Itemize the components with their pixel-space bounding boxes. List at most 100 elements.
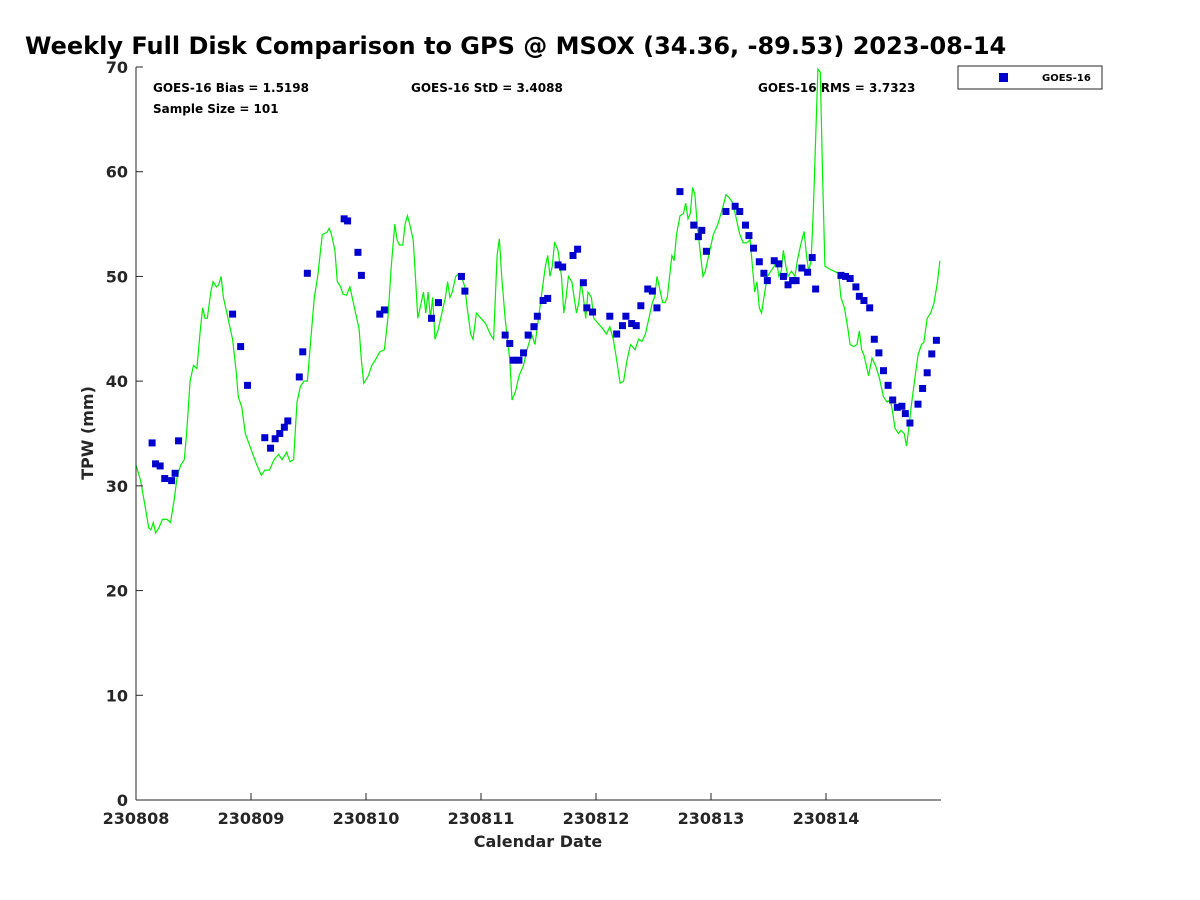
- x-axis-label: Calendar Date: [474, 832, 603, 851]
- goes16-data-point: [434, 299, 442, 307]
- goes16-data-point: [676, 188, 684, 196]
- chart-title: Weekly Full Disk Comparison to GPS @ MSO…: [25, 32, 1006, 60]
- goes16-data-point: [457, 272, 465, 280]
- goes16-data-point: [501, 331, 509, 339]
- goes16-data-point: [919, 384, 927, 392]
- goes16-data-point: [539, 297, 547, 305]
- goes16-data-point: [606, 312, 614, 320]
- goes16-data-point: [792, 277, 800, 285]
- goes16-data-point: [898, 402, 906, 410]
- x-ticks: 230808 230809 230810 230811 230812 230813 2308…: [103, 793, 860, 828]
- x-tick-label: 230811: [448, 809, 515, 828]
- goes16-data-point: [168, 477, 176, 485]
- goes16-data-point: [569, 251, 577, 259]
- legend-box: [957, 65, 1103, 90]
- goes16-data-point: [870, 335, 878, 343]
- y-tick-label: 40: [106, 372, 128, 391]
- goes16-data-point: [923, 369, 931, 377]
- goes16-data-point: [579, 279, 587, 287]
- legend-label-goes16: GOES-16: [1042, 73, 1091, 84]
- y-tick-label: 0: [117, 791, 128, 810]
- goes16-data-point: [875, 349, 883, 357]
- goes16-data-point: [237, 343, 245, 351]
- goes16-data-point: [515, 356, 523, 364]
- goes16-data-point: [376, 310, 384, 318]
- gps-series-line: [135, 67, 941, 535]
- goes16-data-point: [837, 271, 845, 279]
- points-layer: [148, 188, 940, 485]
- y-tick-label: 70: [106, 58, 128, 77]
- goes16-data-point: [544, 294, 552, 302]
- goes16-data-point: [152, 460, 160, 468]
- goes16-data-point: [784, 281, 792, 289]
- goes16-data-point: [698, 226, 706, 234]
- goes16-data-point: [628, 320, 636, 328]
- goes16-data-point: [261, 434, 269, 442]
- goes16-data-point: [280, 423, 288, 431]
- goes16-data-point: [530, 323, 538, 331]
- x-tick-label: 230814: [793, 809, 860, 828]
- goes16-data-point: [509, 356, 517, 364]
- goes16-data-point: [357, 271, 365, 279]
- goes16-data-point: [653, 304, 661, 312]
- y-tick-label: 50: [106, 267, 128, 286]
- gps-line-layer: [135, 67, 941, 535]
- goes16-data-point: [618, 322, 626, 330]
- goes16-data-point: [736, 208, 744, 216]
- y-axis-label: TPW (mm): [78, 386, 97, 480]
- goes16-data-point: [889, 396, 897, 404]
- goes16-data-point: [763, 277, 771, 285]
- goes16-data-point: [632, 322, 640, 330]
- goes16-data-point: [380, 306, 388, 314]
- goes16-data-point: [860, 297, 868, 305]
- y-tick-label: 10: [106, 686, 128, 705]
- goes16-data-point: [812, 285, 820, 293]
- goes16-data-point: [533, 312, 541, 320]
- goes16-data-point: [702, 247, 710, 255]
- legend: GOES-16: [957, 65, 1103, 90]
- goes16-data-point: [770, 257, 778, 265]
- goes16-data-point: [299, 348, 307, 356]
- goes16-data-point: [461, 287, 469, 295]
- goes16-data-point: [554, 261, 562, 269]
- goes16-data-point: [932, 336, 940, 344]
- goes16-data-point: [755, 258, 763, 266]
- goes16-data-point: [742, 221, 749, 229]
- goes16-data-point: [161, 475, 169, 483]
- goes16-data-point: [906, 419, 914, 427]
- goes16-data-point: [244, 381, 252, 389]
- goes16-data-point: [613, 330, 621, 338]
- goes16-data-point: [694, 233, 702, 241]
- goes16-data-point: [622, 312, 630, 320]
- goes16-data-point: [880, 367, 887, 375]
- goes16-data-point: [760, 269, 768, 277]
- goes16-data-point: [893, 403, 901, 411]
- goes16-data-point: [901, 410, 909, 418]
- stat-bias: GOES-16 Bias = 1.5198: [153, 81, 309, 95]
- goes16-data-point: [798, 264, 806, 272]
- goes16-data-point: [520, 349, 528, 357]
- y-tick-label: 60: [106, 163, 128, 182]
- goes16-data-point: [690, 221, 698, 229]
- goes16-data-point: [852, 283, 860, 291]
- goes16-data-point: [731, 202, 739, 210]
- stat-std: GOES-16 StD = 3.4088: [411, 81, 563, 95]
- goes16-data-point: [171, 469, 179, 477]
- plot-area: [136, 67, 941, 800]
- y-tick-label: 20: [106, 582, 128, 601]
- goes16-data-point: [276, 430, 284, 437]
- y-tick-label: 30: [106, 477, 128, 496]
- goes16-data-point: [884, 381, 892, 389]
- goes16-data-point: [866, 304, 874, 312]
- goes16-data-point: [506, 339, 514, 347]
- goes16-data-point: [637, 302, 645, 310]
- goes16-data-point: [344, 217, 352, 225]
- legend-marker-goes16: [999, 73, 1008, 82]
- goes16-data-point: [354, 248, 362, 256]
- goes16-data-point: [284, 417, 292, 425]
- goes16-data-point: [722, 208, 730, 216]
- goes16-data-point: [148, 439, 156, 447]
- stat-rms: GOES-16 RMS = 3.7323: [758, 81, 915, 95]
- goes16-data-point: [928, 350, 936, 358]
